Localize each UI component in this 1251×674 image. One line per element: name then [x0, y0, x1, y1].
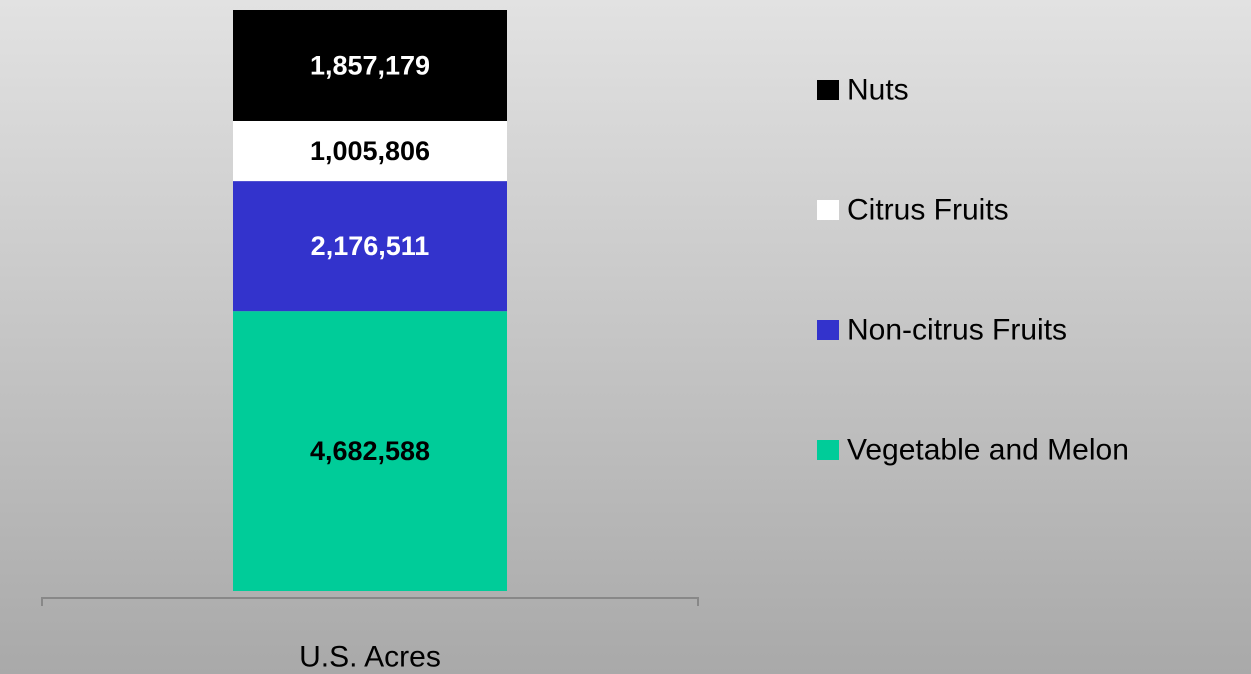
bar-segment: [233, 10, 507, 121]
legend-swatch: [817, 320, 839, 340]
legend-label: Non-citrus Fruits: [847, 314, 1067, 347]
legend-swatch: [817, 200, 839, 220]
value-label: 2,176,511: [311, 231, 430, 261]
legend-label: Nuts: [847, 74, 909, 107]
legend-swatch: [817, 440, 839, 460]
legend-swatch: [817, 80, 839, 100]
value-label: 1,005,806: [310, 136, 430, 166]
legend-label: Citrus Fruits: [847, 194, 1009, 227]
value-label: 4,682,588: [310, 436, 430, 466]
value-label: 1,857,179: [310, 50, 430, 80]
x-tick-label: U.S. Acres: [299, 641, 441, 674]
bar-segment: [233, 181, 507, 312]
legend-label: Vegetable and Melon: [847, 434, 1129, 467]
bar-segment: [233, 120, 507, 182]
bar-segment: [233, 311, 507, 591]
x-axis: [41, 597, 699, 606]
